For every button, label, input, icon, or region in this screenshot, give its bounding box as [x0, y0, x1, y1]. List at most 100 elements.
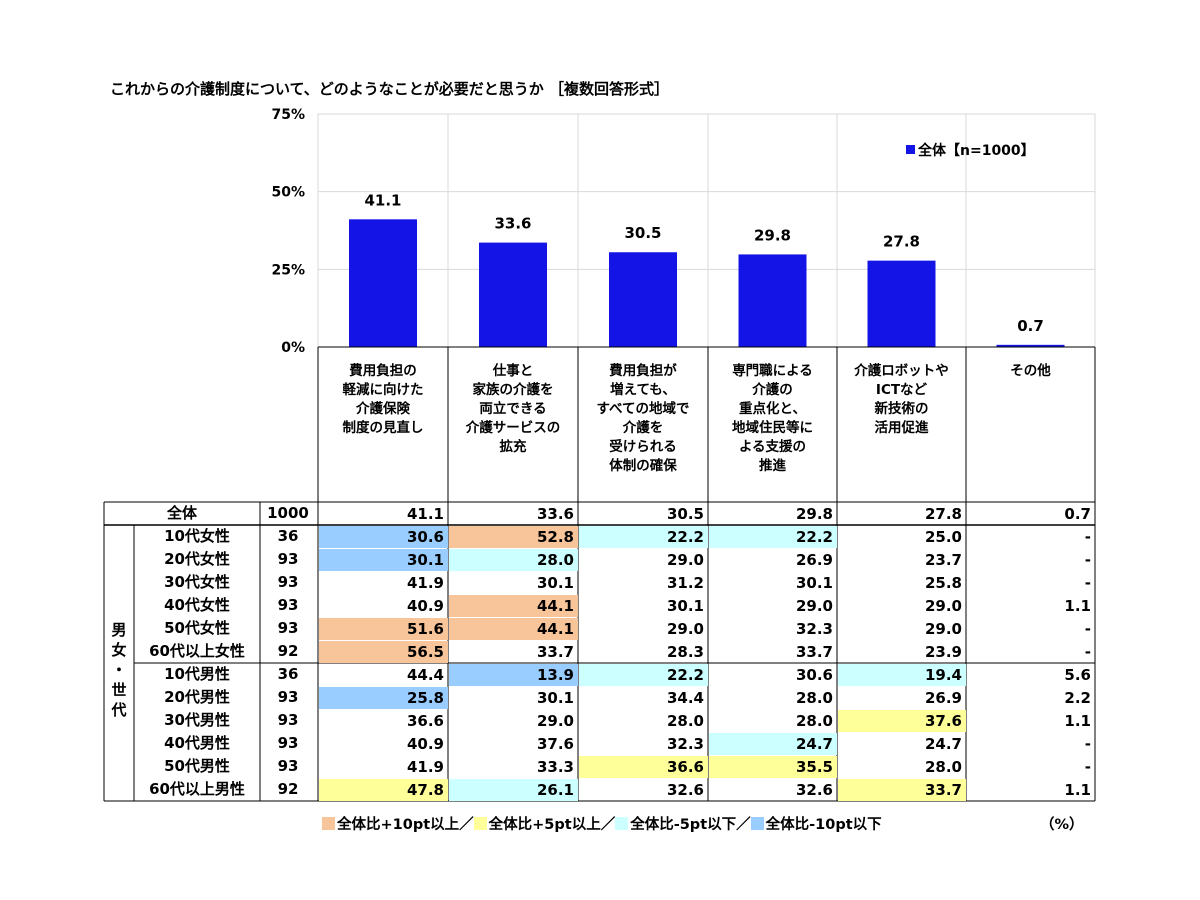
table-cell: 29.0	[666, 551, 704, 569]
bar-3	[609, 252, 677, 347]
highlight-label: 全体比-5pt以下／	[630, 817, 751, 833]
table-cell: 26.9	[924, 689, 962, 707]
group-label-char: ・	[111, 661, 127, 679]
bar-2	[479, 242, 547, 347]
table-cell: 40.9	[406, 735, 444, 753]
table-cell: 30.6	[795, 666, 833, 684]
table-cell: 36.6	[579, 756, 708, 778]
row-n: 1000	[267, 504, 309, 522]
highlight-swatch	[473, 817, 487, 830]
row-n: 93	[277, 757, 299, 775]
table-cell: 41.9	[406, 574, 444, 592]
table-cell: 28.0	[666, 712, 704, 730]
table-cell: 29.0	[795, 597, 833, 615]
y-tick-label: 0%	[281, 340, 305, 356]
table-cell: 25.8	[924, 574, 962, 592]
bar-5	[867, 260, 936, 347]
row-label: 全体	[166, 504, 197, 522]
table-cell: 33.3	[536, 758, 574, 776]
table-cell: 29.0	[536, 712, 574, 730]
y-tick-label: 50%	[271, 185, 305, 201]
row-label: 10代男性	[164, 665, 230, 683]
row-n: 36	[277, 527, 299, 545]
table-cell: 33.7	[838, 779, 966, 801]
table-cell: 37.6	[838, 710, 966, 732]
highlight-swatch	[322, 817, 335, 830]
table-cell: 25.0	[924, 528, 962, 546]
table-cell: 47.8	[319, 779, 448, 801]
data-label-2: 33.6	[494, 215, 531, 233]
group-label-char: 代	[111, 701, 127, 719]
row-n: 93	[277, 711, 299, 729]
table-cell: 5.6	[1064, 666, 1091, 684]
table-cell: 23.9	[924, 643, 962, 661]
table-cell: 34.4	[666, 689, 704, 707]
group-label-char: 世	[111, 681, 127, 699]
table-cell: 44.4	[406, 666, 444, 684]
table-cell: -	[1084, 551, 1091, 569]
data-label-6: 0.7	[1017, 317, 1044, 335]
table-cell: 29.0	[666, 620, 704, 638]
table-cell: 27.8	[924, 505, 962, 523]
table-cell: -	[1084, 574, 1091, 592]
table-cell: 32.3	[666, 735, 704, 753]
table-cell: 30.1	[536, 689, 574, 707]
legend-swatch	[906, 145, 915, 154]
bar-6	[996, 344, 1065, 347]
table-cell: 33.7	[795, 643, 833, 661]
table-cell: 1.1	[1064, 781, 1091, 799]
table-cell: 1.1	[1064, 597, 1091, 615]
highlight-swatch	[615, 817, 629, 830]
row-label: 10代女性	[164, 527, 230, 545]
table-cell: 36.6	[406, 712, 444, 730]
table-cell: 52.8	[449, 526, 578, 548]
column-header-6: その他	[1010, 363, 1051, 379]
table-cell: 26.9	[795, 551, 833, 569]
row-label: 40代女性	[164, 596, 230, 614]
data-label-4: 29.8	[754, 226, 791, 244]
y-tick-label: 75%	[271, 107, 305, 123]
highlight-label: 全体比-10pt以下	[765, 817, 882, 833]
table-cell: 41.1	[406, 505, 444, 523]
row-n: 93	[277, 596, 299, 614]
table-cell: 28.0	[924, 758, 962, 776]
row-n: 36	[277, 665, 299, 683]
chart-title: これからの介護制度について、どのようなことが必要だと思うか ［複数回答形式］	[110, 80, 670, 98]
legend-label: 全体【n=1000】	[918, 143, 1035, 159]
group-label: 男女・世代	[104, 526, 134, 814]
table-cell: 56.5	[319, 641, 448, 663]
table-cell: 33.7	[536, 643, 574, 661]
table-cell: 32.6	[795, 781, 833, 799]
table-cell: 44.1	[449, 618, 578, 640]
table-cell: 24.7	[709, 733, 837, 755]
table-cell: 41.9	[406, 758, 444, 776]
table-cell: 13.9	[449, 664, 578, 686]
bar-1	[349, 219, 417, 347]
table-cell: 31.2	[666, 574, 704, 592]
table-cell: 32.6	[666, 781, 704, 799]
table-cell: -	[1084, 528, 1091, 546]
row-n: 93	[277, 688, 299, 706]
row-label: 20代女性	[164, 550, 230, 568]
table-cell: 22.2	[579, 526, 708, 548]
row-n: 93	[277, 550, 299, 568]
column-header-1: 費用負担の 軽減に向けた 介護保険 制度の見直し	[342, 363, 424, 436]
table-cell: 29.0	[924, 597, 962, 615]
table-cell: -	[1084, 620, 1091, 638]
table-cell: 22.2	[579, 664, 708, 686]
table-cell: 28.0	[449, 549, 578, 571]
table-cell: 51.6	[319, 618, 448, 640]
row-label: 60代以上男性	[149, 780, 245, 798]
table-cell: 30.1	[666, 597, 704, 615]
table-cell: -	[1084, 735, 1091, 753]
data-label-5: 27.8	[883, 233, 920, 251]
table-cell: 22.2	[709, 526, 837, 548]
table-cell: 30.1	[795, 574, 833, 592]
table-cell: -	[1084, 758, 1091, 776]
column-header-5: 介護ロボットや ICTなど 新技術の 活用促進	[854, 363, 949, 436]
table-cell: -	[1084, 643, 1091, 661]
table-cell: 2.2	[1064, 689, 1091, 707]
y-tick-label: 25%	[271, 262, 305, 278]
table-cell: 29.0	[924, 620, 962, 638]
